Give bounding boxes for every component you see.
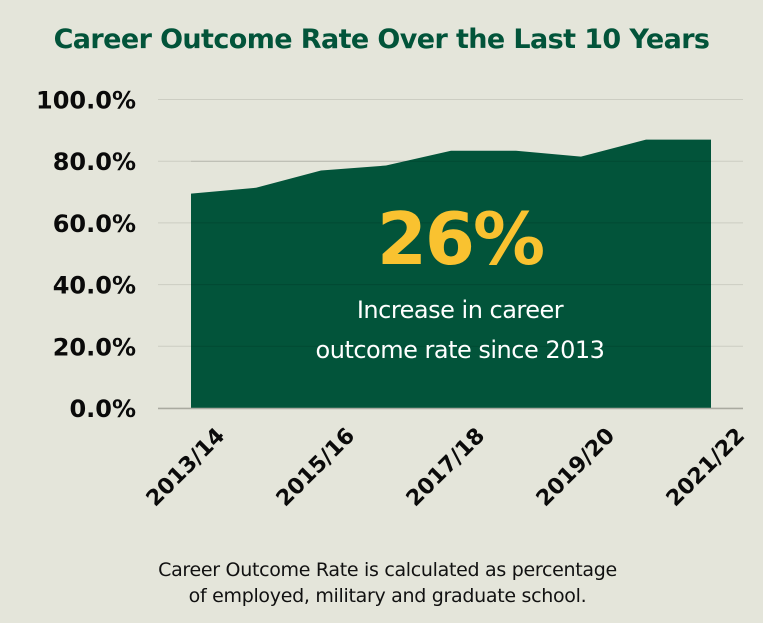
gridlines-overlay — [191, 160, 711, 347]
footnote: Career Outcome Rate is calculated as per… — [60, 557, 715, 609]
callout-value: 26% — [376, 197, 545, 281]
x-axis-tick-labels: 2013/14 2015/16 2017/18 2019/20 2021/22 — [142, 423, 750, 511]
y-tick-label: 100.0% — [36, 87, 136, 115]
x-tick-label: 2021/22 — [662, 423, 750, 511]
x-tick-label: 2015/16 — [272, 423, 360, 511]
x-tick-label: 2013/14 — [142, 423, 230, 511]
footnote-line-2: of employed, military and graduate schoo… — [188, 585, 587, 607]
y-tick-label: 80.0% — [53, 148, 136, 176]
x-tick-label: 2017/18 — [402, 423, 490, 511]
y-tick-label: 60.0% — [53, 210, 136, 238]
chart-title: Career Outcome Rate Over the Last 10 Yea… — [53, 24, 710, 55]
y-tick-label: 0.0% — [69, 395, 136, 423]
callout-line-1: Increase in career — [356, 296, 564, 324]
x-tick-label: 2019/20 — [532, 423, 620, 511]
callout-line-2: outcome rate since 2013 — [315, 336, 605, 364]
y-tick-label: 20.0% — [53, 333, 136, 361]
y-tick-label: 40.0% — [53, 272, 136, 300]
callout-description: Increase in career outcome rate since 20… — [250, 290, 670, 370]
area-series-career-outcome-rate — [191, 139, 711, 409]
footnote-line-1: Career Outcome Rate is calculated as per… — [158, 559, 617, 581]
y-axis-tick-labels: 0.0% 20.0% 40.0% 60.0% 80.0% 100.0% — [36, 87, 136, 424]
